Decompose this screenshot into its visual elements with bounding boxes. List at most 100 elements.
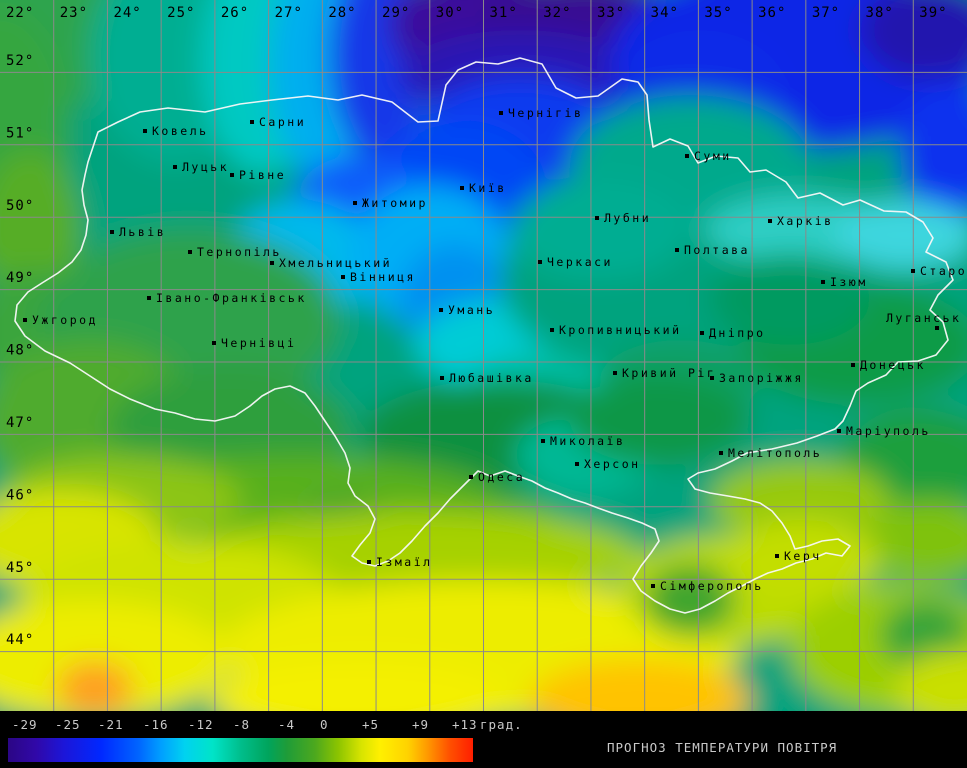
city-label: Львів: [119, 225, 166, 239]
city-label: Суми: [694, 149, 732, 163]
city-marker: Староб: [911, 264, 967, 278]
latitude-label: 47°: [6, 415, 34, 431]
city-marker: Миколаїв: [541, 434, 625, 448]
city-label: Донецьк: [860, 358, 926, 372]
city-label: Київ: [469, 181, 507, 195]
city-dot: [538, 260, 542, 264]
city-marker: Одеса: [469, 470, 523, 484]
longitude-label: 24°: [113, 5, 141, 21]
longitude-label: 39°: [919, 5, 947, 21]
city-label: Сарни: [259, 115, 306, 129]
city-label: Староб: [920, 264, 967, 278]
city-dot: [541, 439, 545, 443]
city-marker: Чернівці: [212, 336, 294, 350]
city-marker: Черкаси: [538, 255, 610, 269]
city-dot: [851, 363, 855, 367]
city-dot: [710, 376, 714, 380]
city-dot: [675, 248, 679, 252]
latitude-label: 48°: [6, 343, 34, 359]
city-label: Ізюм: [830, 275, 868, 289]
latitude-label: 49°: [6, 270, 34, 286]
ukraine-border-outline: [14, 57, 954, 614]
forecast-title: ПРОГНОЗ ТЕМПЕРАТУРИ ПОВІТРЯ: [607, 740, 838, 755]
city-dot: [613, 371, 617, 375]
city-dot: [719, 451, 723, 455]
city-marker: Ізмаїл: [367, 555, 433, 569]
latitude-label: 50°: [6, 198, 34, 214]
city-label: Хмельницький: [279, 256, 392, 270]
city-dot: [837, 429, 841, 433]
city-marker: Харків: [768, 214, 831, 228]
city-marker: Запоріжжя: [710, 371, 804, 385]
city-marker: Лубни: [595, 211, 649, 225]
city-dot: [341, 275, 345, 279]
longitude-labels: 22° 23° 24° 25° 26° 27° 28° 29° 30° 31° 32° 33° 34° 3…: [6, 5, 947, 21]
city-dot: [821, 280, 825, 284]
city-dot: [550, 328, 554, 332]
city-dot: [911, 269, 915, 273]
city-label: Запоріжжя: [719, 371, 804, 385]
scale-tick: -25: [55, 717, 81, 732]
city-label: Ужгород: [32, 313, 98, 327]
scale-tick: -16: [143, 717, 169, 732]
city-marker: Рівне: [230, 168, 286, 182]
city-dot: [439, 308, 443, 312]
city-dot: [460, 186, 464, 190]
city-dot: [353, 201, 357, 205]
city-dot: [230, 173, 234, 177]
city-dot: [768, 219, 772, 223]
longitude-label: 32°: [543, 5, 571, 21]
city-label: Чернігів: [508, 106, 583, 120]
city-dot: [367, 560, 371, 564]
scale-unit: град.: [480, 717, 523, 732]
city-marker: Луганськ: [886, 311, 961, 330]
city-label: Рівне: [239, 168, 286, 182]
city-label: Мелітополь: [728, 446, 822, 460]
city-marker: Полтава: [675, 243, 747, 257]
longitude-label: 37°: [812, 5, 840, 21]
city-label: Керч: [784, 549, 822, 563]
city-label: Любашівка: [449, 371, 534, 385]
city-markers: Ковель Сарни Чернігів Суми Луцьк Рівне Київ Жит…: [23, 106, 967, 593]
city-marker: Маріуполь: [837, 424, 928, 438]
city-label: Умань: [448, 303, 495, 317]
scale-tick: -12: [188, 717, 214, 732]
city-marker: Донецьк: [851, 358, 926, 372]
city-label: Житомир: [362, 196, 428, 210]
city-dot: [110, 230, 114, 234]
city-marker: Дніпро: [700, 326, 763, 340]
longitude-label: 29°: [382, 5, 410, 21]
scale-tick: -8: [233, 717, 251, 732]
latitude-label: 44°: [6, 632, 34, 648]
scale-tick: -21: [98, 717, 124, 732]
city-dot: [212, 341, 216, 345]
city-label: Сімферополь: [660, 579, 764, 593]
city-marker: Кривий Ріг: [613, 366, 714, 380]
longitude-label: 23°: [60, 5, 88, 21]
city-dot: [143, 129, 147, 133]
city-marker: Чернігів: [499, 106, 583, 120]
city-label: Миколаїв: [550, 434, 625, 448]
city-marker: Хмельницький: [270, 256, 392, 270]
city-dot: [651, 584, 655, 588]
scale-tick: +5: [362, 717, 380, 732]
city-dot: [595, 216, 599, 220]
city-dot: [173, 165, 177, 169]
legend-footer: -29 -25 -21 -16 -12 -8 -4 0 +5 +9 +13 град. ПРОГНОЗ…: [0, 711, 967, 768]
scale-tick: +13: [452, 717, 478, 732]
city-marker: Ужгород: [23, 313, 98, 327]
latitude-label: 45°: [6, 560, 34, 576]
longitude-label: 31°: [490, 5, 518, 21]
temperature-map: Ковель Сарни Чернігів Суми Луцьк Рівне Київ Жит…: [0, 0, 967, 711]
longitude-label: 30°: [436, 5, 464, 21]
city-label: Луцьк: [182, 160, 229, 174]
city-label: Івано-Франківськ: [156, 291, 307, 305]
city-marker: Сімферополь: [651, 579, 764, 593]
city-dot: [23, 318, 27, 322]
city-label: Тернопіль: [197, 245, 282, 259]
city-marker: Херсон: [575, 457, 638, 471]
city-label: Луганськ: [886, 311, 961, 325]
city-label: Ізмаїл: [376, 555, 433, 569]
longitude-label: 33°: [597, 5, 625, 21]
